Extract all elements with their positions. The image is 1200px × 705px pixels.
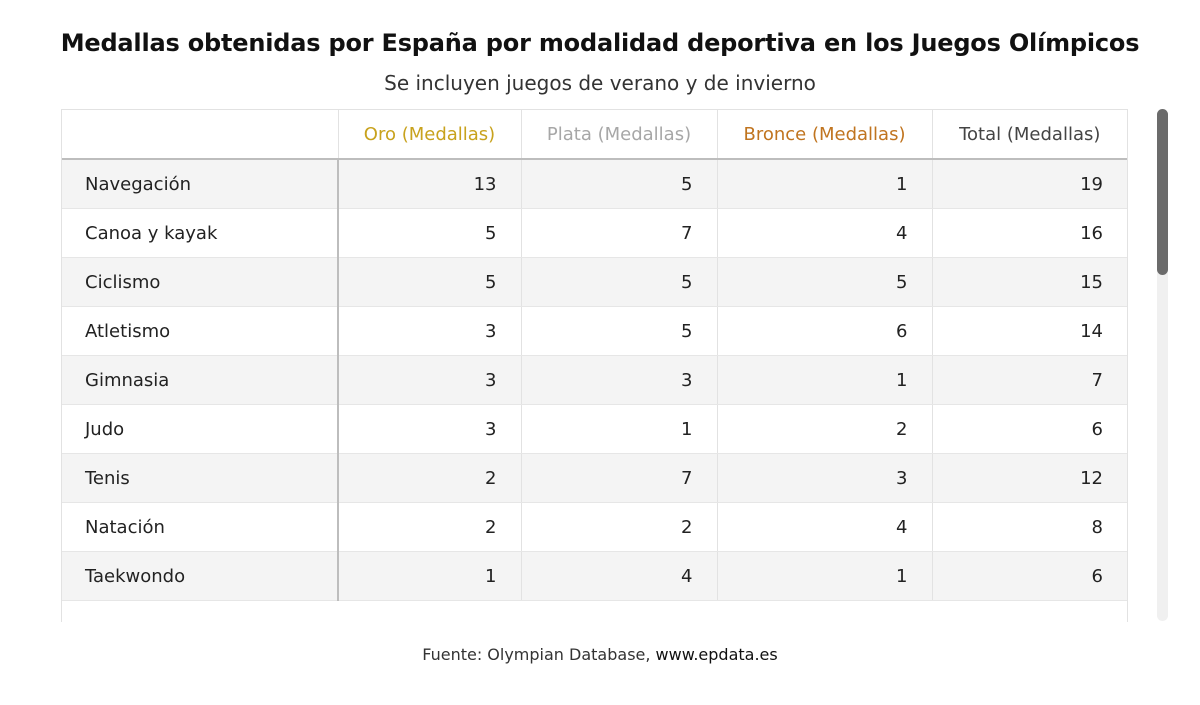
chart-subtitle: Se incluyen juegos de verano y de invier… — [384, 71, 816, 95]
silver-cell: 7 — [521, 208, 718, 258]
medal-table: Oro (Medallas) Plata (Medallas) Bronce (… — [62, 110, 1127, 601]
silver-cell: 5 — [521, 306, 718, 356]
total-cell: 6 — [932, 404, 1127, 454]
silver-cell: 5 — [521, 159, 718, 209]
bronze-cell: 5 — [717, 257, 933, 307]
total-cell: 7 — [932, 355, 1127, 405]
column-header-bronze[interactable]: Bronce (Medallas) — [717, 110, 933, 160]
gold-cell: 3 — [338, 306, 522, 356]
silver-cell: 4 — [521, 551, 718, 601]
silver-cell: 7 — [521, 453, 718, 503]
silver-cell: 5 — [521, 257, 718, 307]
total-cell: 19 — [932, 159, 1127, 209]
bronze-cell: 4 — [717, 502, 933, 552]
source-note: Fuente: Olympian Database, www.epdata.es — [0, 645, 1200, 664]
table-row: Ciclismo 5 5 5 15 — [62, 257, 1127, 307]
gold-cell: 5 — [338, 257, 522, 307]
total-cell: 12 — [932, 453, 1127, 503]
bronze-cell: 1 — [717, 355, 933, 405]
bronze-cell: 2 — [717, 404, 933, 454]
gold-cell: 3 — [338, 404, 522, 454]
total-cell: 6 — [932, 551, 1127, 601]
table-body: Navegación 13 5 1 19 Canoa y kayak 5 7 4 16 Ciclis… — [62, 159, 1127, 601]
scrollbar-track[interactable] — [1157, 109, 1168, 621]
gold-cell: 2 — [338, 502, 522, 552]
table-row: Natación 2 2 4 8 — [62, 502, 1127, 552]
table-row: Tenis 2 7 3 12 — [62, 453, 1127, 503]
sport-cell: Natación — [62, 502, 339, 552]
column-header-gold[interactable]: Oro (Medallas) — [338, 110, 522, 160]
gold-cell: 1 — [338, 551, 522, 601]
table-header-row: Oro (Medallas) Plata (Medallas) Bronce (… — [62, 110, 1127, 160]
gold-cell: 2 — [338, 453, 522, 503]
table-row: Taekwondo 1 4 1 6 — [62, 551, 1127, 601]
sport-cell: Gimnasia — [62, 355, 339, 405]
sport-cell: Canoa y kayak — [62, 208, 339, 258]
medal-table-container[interactable]: Oro (Medallas) Plata (Medallas) Bronce (… — [61, 109, 1128, 622]
gold-cell: 5 — [338, 208, 522, 258]
bronze-cell: 1 — [717, 551, 933, 601]
bronze-cell: 1 — [717, 159, 933, 209]
total-cell: 16 — [932, 208, 1127, 258]
sport-cell: Navegación — [62, 159, 339, 209]
sport-cell: Ciclismo — [62, 257, 339, 307]
column-header-silver[interactable]: Plata (Medallas) — [521, 110, 718, 160]
silver-cell: 3 — [521, 355, 718, 405]
scrollbar-thumb[interactable] — [1157, 109, 1168, 275]
total-cell: 15 — [932, 257, 1127, 307]
sport-cell: Judo — [62, 404, 339, 454]
total-cell: 8 — [932, 502, 1127, 552]
source-text: Fuente: Olympian Database, — [422, 645, 656, 664]
table-row: Gimnasia 3 3 1 7 — [62, 355, 1127, 405]
gold-cell: 3 — [338, 355, 522, 405]
bronze-cell: 6 — [717, 306, 933, 356]
bronze-cell: 3 — [717, 453, 933, 503]
silver-cell: 1 — [521, 404, 718, 454]
sport-cell: Tenis — [62, 453, 339, 503]
total-cell: 14 — [932, 306, 1127, 356]
sport-cell: Atletismo — [62, 306, 339, 356]
gold-cell: 13 — [338, 159, 522, 209]
table-row: Atletismo 3 5 6 14 — [62, 306, 1127, 356]
silver-cell: 2 — [521, 502, 718, 552]
column-header-total[interactable]: Total (Medallas) — [932, 110, 1127, 160]
bronze-cell: 4 — [717, 208, 933, 258]
column-header-sport[interactable] — [62, 110, 339, 160]
source-link[interactable]: www.epdata.es — [655, 645, 778, 664]
chart-title: Medallas obtenidas por España por modali… — [60, 29, 1140, 57]
table-row: Judo 3 1 2 6 — [62, 404, 1127, 454]
table-row: Navegación 13 5 1 19 — [62, 159, 1127, 209]
table-row: Canoa y kayak 5 7 4 16 — [62, 208, 1127, 258]
sport-cell: Taekwondo — [62, 551, 339, 601]
